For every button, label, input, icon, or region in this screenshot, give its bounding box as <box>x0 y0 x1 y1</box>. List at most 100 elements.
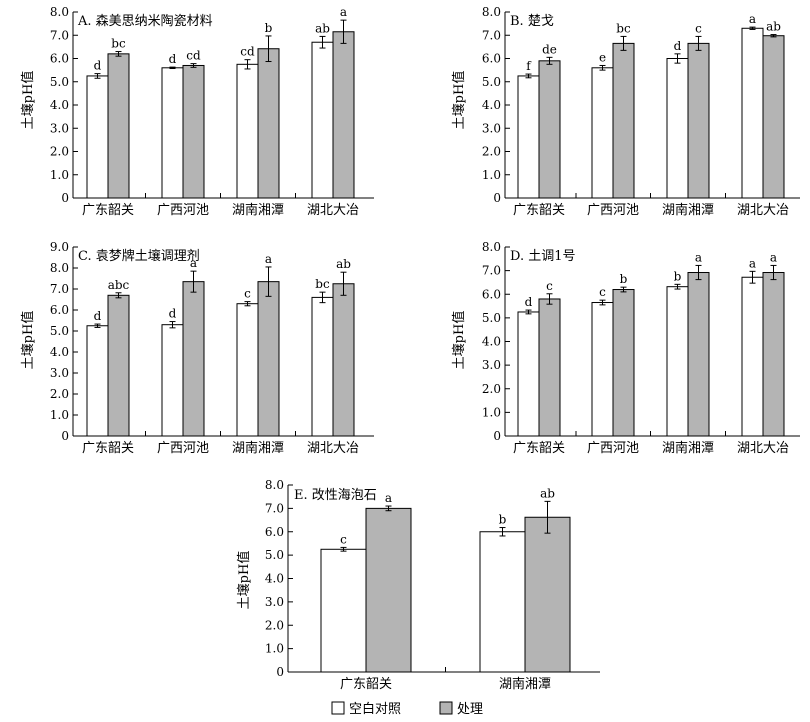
y-tick-label: 1.0 <box>265 642 284 656</box>
y-tick-label: 9.0 <box>50 240 69 254</box>
x-tick-label: 湖北大冶 <box>737 203 789 218</box>
x-tick-label: 广东韶关 <box>82 440 134 456</box>
significance-label: c <box>340 532 347 546</box>
y-tick-label: 6.0 <box>50 52 69 66</box>
bar-control <box>236 63 259 199</box>
bar-control <box>666 58 689 199</box>
bar-treatment <box>182 281 205 437</box>
bar-control <box>741 27 764 199</box>
bar-treatment <box>107 53 130 199</box>
significance-label: cd <box>186 49 201 63</box>
legend-swatch-treatment <box>439 701 453 715</box>
significance-label: b <box>620 272 628 286</box>
panel-title: E. 改性海泡石 <box>294 488 377 503</box>
y-tick-label: 8.0 <box>50 5 69 19</box>
bar-control <box>591 302 614 437</box>
x-tick-label: 湖北大冶 <box>307 441 359 456</box>
bar-control <box>479 531 526 673</box>
y-tick-label: 5.0 <box>482 75 501 89</box>
y-tick-label: 2.0 <box>50 387 69 401</box>
y-axis-label: 土壤pH值 <box>236 551 252 610</box>
bar-control <box>517 311 540 437</box>
y-tick-label: 2.0 <box>50 145 69 159</box>
x-tick-label: 广西河池 <box>157 441 209 456</box>
y-tick-label: 7.0 <box>50 282 69 296</box>
y-tick-label: 6.0 <box>482 52 501 66</box>
significance-label: d <box>94 309 102 323</box>
y-tick-label: 0 <box>61 429 69 443</box>
y-tick-label: 4.0 <box>482 335 501 349</box>
x-tick-label: 湖北大冶 <box>737 441 789 456</box>
significance-label: bc <box>315 277 330 291</box>
bar-treatment <box>257 281 280 437</box>
legend-label-treatment: 处理 <box>457 702 483 717</box>
significance-label: ab <box>315 21 330 35</box>
y-tick-label: 2.0 <box>265 618 284 632</box>
y-tick-label: 0 <box>493 429 501 443</box>
significance-label: d <box>525 295 533 309</box>
bar-control <box>591 67 614 199</box>
bar-treatment <box>612 42 635 199</box>
y-tick-label: 0 <box>493 191 501 205</box>
bar-treatment <box>762 35 785 199</box>
significance-label: b <box>499 513 507 527</box>
y-tick-label: 4.0 <box>482 98 501 112</box>
significance-label: c <box>546 279 553 293</box>
significance-label: b <box>265 21 273 35</box>
x-tick-label: 湖北大冶 <box>307 203 359 218</box>
bar-control <box>311 296 334 437</box>
significance-label: d <box>169 307 177 321</box>
panel-title: C. 袁梦牌土壤调理剂 <box>78 248 200 264</box>
bar-control <box>161 324 184 437</box>
significance-label: a <box>340 5 347 19</box>
y-tick-label: 6.0 <box>265 525 284 539</box>
significance-label: a <box>385 491 392 505</box>
bar-control <box>236 303 259 437</box>
y-tick-label: 6.0 <box>50 303 69 317</box>
y-tick-label: 2.0 <box>482 382 501 396</box>
y-axis-label: 土壤pH值 <box>20 71 36 130</box>
y-tick-label: 6.0 <box>482 287 501 301</box>
bar-treatment <box>538 298 561 437</box>
y-tick-label: 4.0 <box>50 345 69 359</box>
y-axis-label: 土壤pH值 <box>451 311 467 370</box>
y-tick-label: 7.0 <box>265 501 284 515</box>
y-tick-label: 1.0 <box>50 408 69 422</box>
y-tick-label: 7.0 <box>50 28 69 42</box>
y-tick-label: 4.0 <box>265 572 284 586</box>
bar-treatment <box>612 289 635 437</box>
panel-d: 0 1.0 2.0 3.0 4.0 5.0 6.0 7.0 8.0 土壤pH值 D. 土调1号广东韶… <box>451 240 800 456</box>
bar-treatment <box>524 516 571 673</box>
y-tick-label: 3.0 <box>265 595 284 609</box>
bar-control <box>517 75 540 199</box>
y-tick-label: 5.0 <box>482 311 501 325</box>
significance-label: a <box>770 250 777 264</box>
y-tick-label: 5.0 <box>50 324 69 338</box>
bar-control <box>311 41 334 199</box>
x-tick-label: 广西河池 <box>587 203 639 218</box>
y-tick-label: 7.0 <box>482 264 501 278</box>
y-tick-label: 4.0 <box>50 98 69 112</box>
bar-treatment <box>182 64 205 199</box>
significance-label: d <box>94 59 102 73</box>
bar-control <box>320 548 367 673</box>
bar-treatment <box>332 283 355 437</box>
significance-label: c <box>599 285 606 299</box>
bar-treatment <box>538 60 561 199</box>
panel-e: 0 1.0 2.0 3.0 4.0 5.0 6.0 7.0 8.0 土壤pH值 E. 改性海泡石广东… <box>236 478 600 692</box>
bar-control <box>161 67 184 199</box>
x-tick-label: 广东韶关 <box>513 440 565 456</box>
y-tick-label: 8.0 <box>50 261 69 275</box>
legend: 空白对照 处理 <box>331 701 483 717</box>
y-axis-label: 土壤pH值 <box>451 71 467 130</box>
significance-label: c <box>695 21 702 35</box>
legend-swatch-control <box>331 701 345 715</box>
y-tick-label: 3.0 <box>50 366 69 380</box>
significance-label: ab <box>336 257 351 271</box>
significance-label: c <box>244 287 251 301</box>
y-tick-label: 8.0 <box>482 5 501 19</box>
significance-label: abc <box>108 278 130 292</box>
y-tick-label: 1.0 <box>482 168 501 182</box>
